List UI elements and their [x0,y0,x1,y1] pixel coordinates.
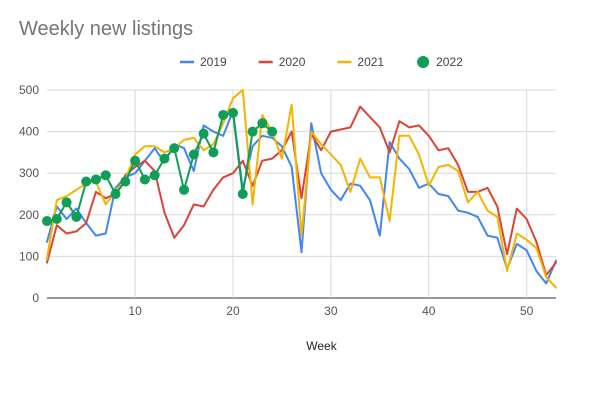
series-group [42,89,557,289]
data-point-2022 [71,211,82,222]
data-point-2022 [257,118,268,129]
data-point-2022 [139,174,150,185]
series-line-2022 [46,111,274,222]
series-line-2021 [46,89,557,289]
data-point-2022 [81,176,92,187]
legend-item-2019: 2019 [180,55,227,69]
data-point-2022 [267,126,278,137]
data-point-2022 [227,107,238,118]
x-tick-label: 20 [226,304,240,318]
data-point-2022 [42,216,52,227]
data-point-2022 [179,184,190,195]
data-point-2022 [218,109,229,120]
legend-marker [417,56,430,68]
data-point-2022 [51,213,62,224]
legend-label: 2019 [200,55,227,69]
legend-label: 2021 [357,55,384,69]
legend-item-2021: 2021 [337,55,384,69]
x-tick-label: 30 [324,304,338,318]
y-tick-label: 100 [19,249,39,263]
tick-labels: 0 100 200 300 400 500 10 20 30 40 50 Week [19,83,534,353]
y-tick-label: 200 [19,208,39,222]
data-point-2022 [149,170,160,181]
x-tick-label: 10 [128,304,142,318]
legend: 2019 2020 2021 2022 [180,55,463,69]
chart-title: Weekly new listings [19,18,194,40]
legend-label: 2022 [436,55,463,69]
y-tick-label: 500 [19,83,39,97]
series-line-2019 [46,109,557,285]
data-point-2022 [120,176,131,187]
data-point-2022 [247,126,258,137]
x-axis-title: Week [306,339,337,353]
data-point-2022 [90,174,101,185]
x-tick-label: 40 [422,304,436,318]
data-point-2022 [110,189,121,199]
legend-item-2022: 2022 [417,55,463,69]
legend-item-2020: 2020 [258,55,306,69]
y-tick-label: 300 [19,166,39,180]
y-tick-label: 400 [19,125,39,139]
data-point-2022 [188,149,199,160]
data-point-2022 [159,153,170,164]
data-point-2022 [100,170,111,181]
data-point-2022 [61,197,72,208]
x-tick-label: 50 [520,304,534,318]
data-point-2022 [198,128,209,139]
y-tick-label: 0 [32,291,39,305]
data-point-2022 [237,189,248,199]
data-point-2022 [130,155,141,166]
legend-label: 2020 [279,55,306,69]
data-point-2022 [208,147,219,158]
data-point-2022 [169,143,180,154]
